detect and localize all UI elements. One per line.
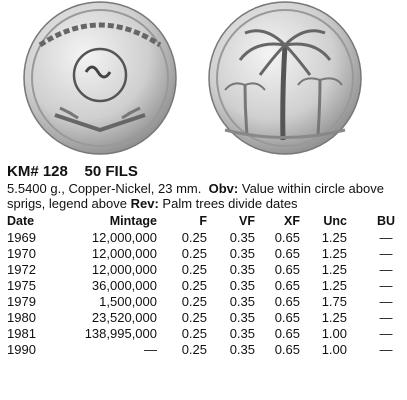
table-cell: 0.25 bbox=[181, 310, 207, 325]
table-cell: 0.35 bbox=[229, 326, 255, 341]
table-cell: 0.65 bbox=[274, 294, 300, 309]
table-cell: 0.35 bbox=[229, 246, 255, 261]
table-cell: 1,500,000 bbox=[99, 294, 157, 309]
table-cell: 0.25 bbox=[181, 326, 207, 341]
table-cell: 1975 bbox=[7, 278, 36, 293]
table-cell: 0.35 bbox=[229, 278, 255, 293]
table-cell: — bbox=[379, 278, 393, 293]
table-cell: 1969 bbox=[7, 230, 36, 245]
table-cell: 0.65 bbox=[274, 278, 300, 293]
table-cell: 1.00 bbox=[321, 326, 347, 341]
table-cell: — bbox=[379, 262, 393, 277]
table-cell: 0.35 bbox=[229, 262, 255, 277]
table-cell: — bbox=[379, 246, 393, 261]
table-cell: 0.65 bbox=[274, 230, 300, 245]
table-cell: 1.25 bbox=[321, 262, 347, 277]
column-header: BU bbox=[376, 214, 396, 228]
reverse-label: Rev: bbox=[130, 196, 159, 211]
table-cell: 1.75 bbox=[321, 294, 347, 309]
reverse-text: Palm trees divide dates bbox=[162, 196, 298, 211]
coin-images bbox=[23, 1, 362, 155]
table-cell: 1.25 bbox=[321, 310, 347, 325]
table-cell: 0.35 bbox=[229, 294, 255, 309]
column-header: XF bbox=[284, 214, 300, 228]
table-cell: 0.35 bbox=[229, 342, 255, 357]
table-cell: 0.25 bbox=[181, 342, 207, 357]
table-cell: 0.25 bbox=[181, 246, 207, 261]
table-cell: 0.65 bbox=[274, 310, 300, 325]
table-cell: 12,000,000 bbox=[91, 246, 157, 261]
description: 5.5400 g., Copper-Nickel, 23 mm. Obv: Va… bbox=[7, 181, 403, 211]
table-cell: — bbox=[379, 326, 393, 341]
reverse-coin bbox=[208, 1, 362, 155]
table-cell: 36,000,000 bbox=[91, 278, 157, 293]
column-header: Mintage bbox=[109, 214, 157, 228]
entry-title: KM# 128 50 FILS bbox=[7, 163, 138, 180]
table-cell: 0.35 bbox=[229, 230, 255, 245]
table-cell: 1.00 bbox=[321, 342, 347, 357]
table-cell: 1.25 bbox=[321, 230, 347, 245]
table-cell: 12,000,000 bbox=[91, 262, 157, 277]
column-header: VF bbox=[239, 214, 255, 228]
obverse-label: Obv: bbox=[208, 181, 239, 196]
table-cell: — bbox=[379, 230, 393, 245]
table-cell: 1981 bbox=[7, 326, 36, 341]
table-cell: 0.25 bbox=[181, 294, 207, 309]
table-cell: 1972 bbox=[7, 262, 36, 277]
table-cell: 0.65 bbox=[274, 246, 300, 261]
table-cell: 138,995,000 bbox=[84, 326, 157, 341]
obverse-coin bbox=[23, 1, 177, 155]
table-cell: 1980 bbox=[7, 310, 36, 325]
table-cell: 1.25 bbox=[321, 246, 347, 261]
column-header: F bbox=[199, 214, 207, 228]
table-cell: 0.25 bbox=[181, 262, 207, 277]
specs: 5.5400 g., Copper-Nickel, 23 mm. bbox=[7, 181, 202, 196]
table-cell: 0.25 bbox=[181, 230, 207, 245]
column-header: Date bbox=[7, 214, 35, 228]
table-cell: 23,520,000 bbox=[91, 310, 157, 325]
table-cell: — bbox=[379, 342, 393, 357]
table-cell: 0.65 bbox=[274, 326, 300, 341]
table-cell: 0.25 bbox=[181, 278, 207, 293]
table-cell: 1.25 bbox=[321, 278, 347, 293]
table-cell: — bbox=[379, 310, 393, 325]
table-cell: 0.35 bbox=[229, 310, 255, 325]
table-cell: 0.65 bbox=[274, 342, 300, 357]
table-cell: 12,000,000 bbox=[91, 230, 157, 245]
table-cell: — bbox=[144, 342, 157, 357]
table-cell: 1979 bbox=[7, 294, 36, 309]
table-cell: — bbox=[379, 294, 393, 309]
obverse-text: Value within circle above sprigs, legend… bbox=[7, 181, 384, 211]
table-cell: 1990 bbox=[7, 342, 36, 357]
table-cell: 1970 bbox=[7, 246, 36, 261]
table-cell: 0.65 bbox=[274, 262, 300, 277]
column-header: Unc bbox=[323, 214, 347, 228]
